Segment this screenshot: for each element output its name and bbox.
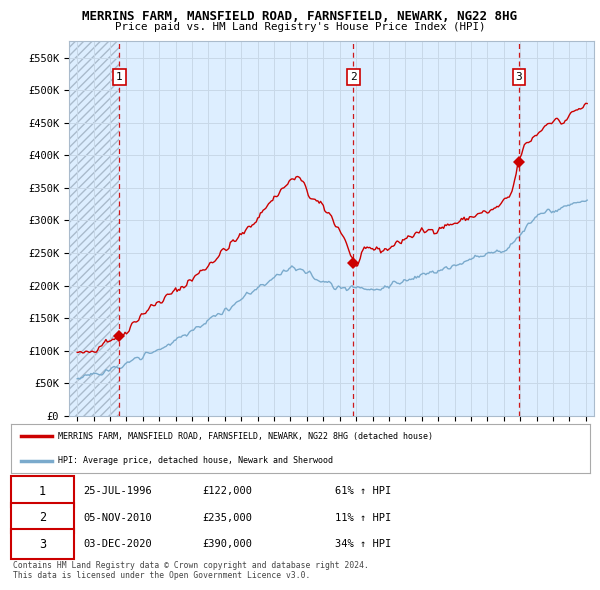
Text: £390,000: £390,000	[202, 539, 252, 549]
Text: 2: 2	[39, 511, 46, 525]
Text: MERRINS FARM, MANSFIELD ROAD, FARNSFIELD, NEWARK, NG22 8HG (detached house): MERRINS FARM, MANSFIELD ROAD, FARNSFIELD…	[58, 432, 433, 441]
Text: MERRINS FARM, MANSFIELD ROAD, FARNSFIELD, NEWARK, NG22 8HG: MERRINS FARM, MANSFIELD ROAD, FARNSFIELD…	[83, 10, 517, 23]
Text: 05-NOV-2010: 05-NOV-2010	[83, 513, 152, 523]
FancyBboxPatch shape	[11, 476, 74, 507]
Text: 1: 1	[39, 485, 46, 498]
Text: 2: 2	[350, 72, 357, 82]
Text: 61% ↑ HPI: 61% ↑ HPI	[335, 486, 391, 496]
FancyBboxPatch shape	[11, 503, 74, 533]
Text: 3: 3	[39, 537, 46, 550]
FancyBboxPatch shape	[11, 529, 74, 559]
Text: 11% ↑ HPI: 11% ↑ HPI	[335, 513, 391, 523]
Text: 34% ↑ HPI: 34% ↑ HPI	[335, 539, 391, 549]
Text: 3: 3	[515, 72, 522, 82]
Text: HPI: Average price, detached house, Newark and Sherwood: HPI: Average price, detached house, Newa…	[58, 457, 333, 466]
Text: Price paid vs. HM Land Registry's House Price Index (HPI): Price paid vs. HM Land Registry's House …	[115, 22, 485, 32]
Text: 25-JUL-1996: 25-JUL-1996	[83, 486, 152, 496]
Text: £122,000: £122,000	[202, 486, 252, 496]
Text: 1: 1	[116, 72, 123, 82]
Text: £235,000: £235,000	[202, 513, 252, 523]
Text: Contains HM Land Registry data © Crown copyright and database right 2024.
This d: Contains HM Land Registry data © Crown c…	[13, 560, 369, 580]
Text: 03-DEC-2020: 03-DEC-2020	[83, 539, 152, 549]
